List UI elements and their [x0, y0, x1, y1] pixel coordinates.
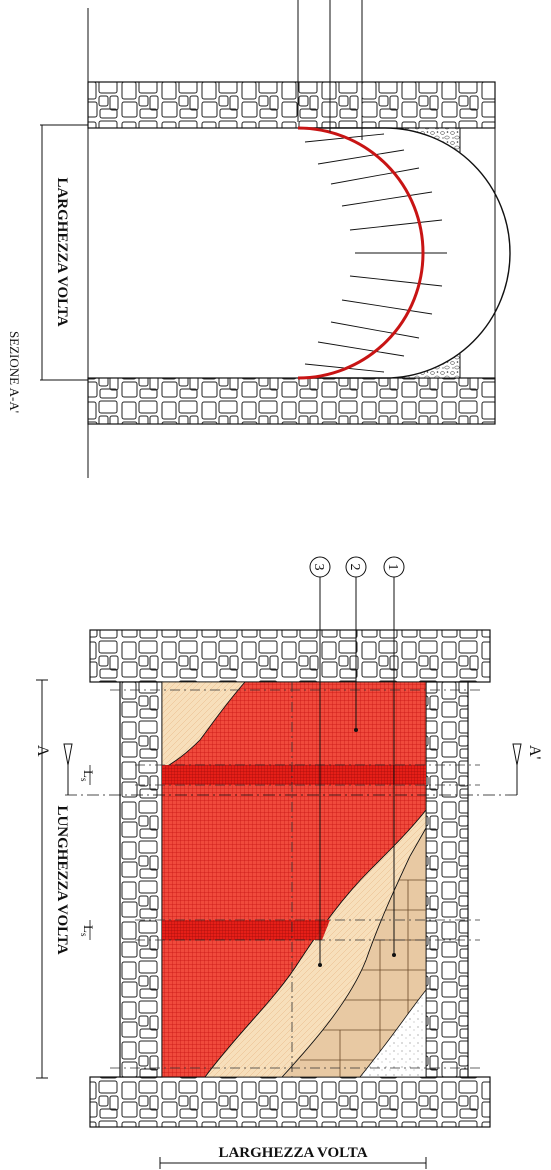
frp-intrados-line — [297, 126, 425, 380]
section-wall-right — [87, 377, 496, 425]
svg-text:1: 1 — [385, 564, 400, 571]
vault-width-label: LARGHEZZA VOLTA — [218, 1145, 367, 1161]
section-wall-left — [87, 81, 496, 129]
svg-text:2: 2 — [347, 564, 362, 571]
strip-width-label-2: Ls — [79, 925, 96, 937]
vault-length-label: LUNGHEZZA VOLTA — [54, 805, 70, 954]
frp-strip-1 — [162, 765, 426, 785]
callout-1: 1 — [383, 556, 405, 957]
plan-wall-left — [119, 681, 163, 1078]
plan-view: 1 2 3 Ls Ls A A' — [34, 556, 543, 1169]
strip-width-label-1: Ls — [79, 770, 96, 782]
section-view: LARGHEZZA VOLTA SEZIONE A-A' — [7, 0, 511, 478]
section-title: SEZIONE A-A' — [7, 331, 22, 413]
plan-wall-top — [89, 629, 491, 683]
callout-3: 3 — [309, 556, 331, 967]
section-mark-a-prime: A' — [526, 745, 543, 760]
svg-text:3: 3 — [311, 564, 326, 571]
plan-wall-bottom — [89, 1076, 491, 1128]
callout-2: 2 — [345, 556, 367, 732]
plan-wall-right — [425, 681, 469, 1078]
section-width-label: LARGHEZZA VOLTA — [54, 177, 70, 326]
frp-strip-2 — [162, 920, 330, 940]
